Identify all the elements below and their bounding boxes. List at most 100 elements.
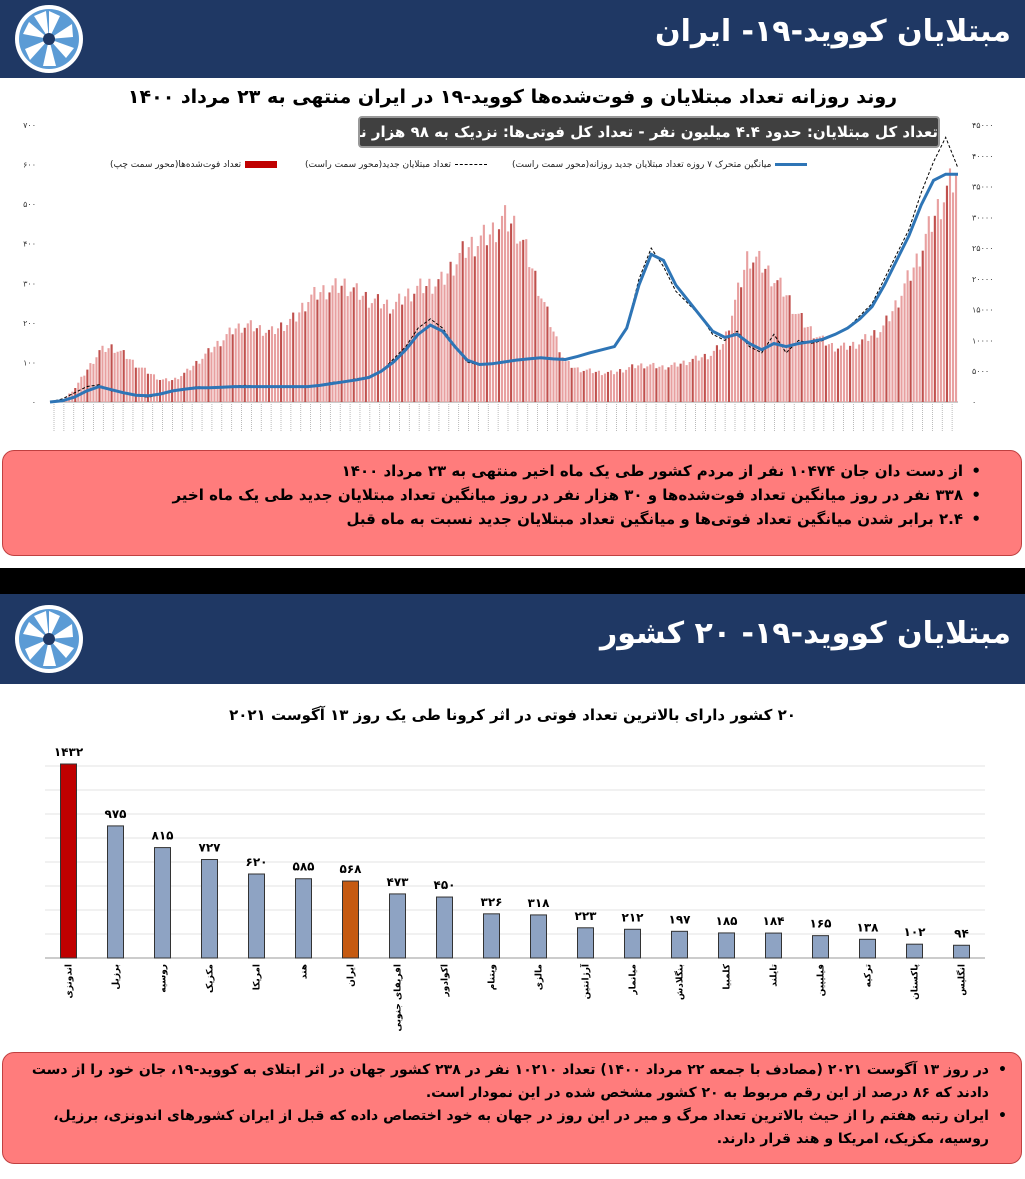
death-bar xyxy=(755,256,758,402)
death-bar xyxy=(864,334,867,402)
y-right-tick-label: ۴۰۰۰۰ xyxy=(972,152,993,161)
death-bar xyxy=(210,352,213,402)
death-bar xyxy=(531,268,534,402)
bar-value-label: ۶۲۰ xyxy=(246,855,268,869)
death-bar xyxy=(337,292,340,402)
page-title: مبتلایان کووید-۱۹- ۲۰ کشور xyxy=(599,616,1011,651)
death-bar xyxy=(731,315,734,402)
death-bar xyxy=(906,270,909,402)
death-bar xyxy=(204,353,207,402)
death-bar xyxy=(718,349,722,402)
death-bar xyxy=(280,322,283,402)
death-bar xyxy=(682,360,685,402)
death-bar xyxy=(207,348,210,402)
death-bar xyxy=(752,262,755,402)
bar-0 xyxy=(60,763,77,959)
bar-value-label: ۱۹۷ xyxy=(669,912,692,926)
death-bar xyxy=(909,280,912,402)
death-bar xyxy=(425,286,428,402)
category-label: افریقای جنوبی xyxy=(394,964,404,1031)
death-bar xyxy=(839,345,843,402)
bar-value-label: ۸۱۵ xyxy=(152,829,174,843)
bar-value-label: ۲۲۳ xyxy=(575,909,598,923)
death-bar xyxy=(885,315,888,402)
death-bar xyxy=(149,373,152,402)
death-bar xyxy=(594,371,597,402)
death-bar xyxy=(603,373,606,402)
death-bar xyxy=(855,348,858,402)
death-bar xyxy=(830,342,833,402)
summary-notes: در روز ۱۳ آگوست ۲۰۲۱ (مصادف با جمعه ۲۲ م… xyxy=(2,1052,1022,1164)
iran-daily-chart: ۰ ۱۰۰ ۲۰۰ ۳۰۰ ۴۰۰ ۵۰۰ ۶۰۰ ۷۰۰ ۰ ۵۰۰۰ ۱۰۰۰۰ ۱۵۰۰۰ ۲۰۰… xyxy=(23,121,993,432)
death-bar xyxy=(652,362,655,402)
y-right-tick-label: ۳۰۰۰۰ xyxy=(972,213,993,222)
death-bar xyxy=(131,359,134,402)
death-bar xyxy=(933,215,936,402)
death-bar xyxy=(449,261,452,402)
category-label: میانمار xyxy=(629,964,639,996)
death-bar xyxy=(252,331,255,402)
death-bar xyxy=(573,367,576,402)
bar-17 xyxy=(859,938,876,959)
death-bar xyxy=(597,370,600,402)
y-right-tick-label: ۲۵۰۰۰ xyxy=(972,244,993,253)
logo-icon xyxy=(15,605,83,673)
death-bar xyxy=(134,367,137,402)
y-left-tick-label: ۷۰۰ xyxy=(23,121,36,130)
slide-header: مبتلایان کووید-۱۹- ۲۰ کشور xyxy=(0,594,1025,684)
death-bar xyxy=(152,374,156,402)
death-bar xyxy=(939,219,942,402)
death-bar xyxy=(700,357,703,402)
countries-deaths-chart: ۱۴۳۲ اندونزی ۹۷۵ برزیل ۸۱۵ روسیه ۷۲۷ مکزیک ۶۲۰ ام… xyxy=(45,745,985,1031)
bar-5 xyxy=(295,878,312,959)
death-bar xyxy=(628,367,631,402)
death-bar xyxy=(815,337,818,402)
bar-value-label: ۵۶۸ xyxy=(340,862,363,876)
death-bar xyxy=(879,332,882,402)
death-bar xyxy=(570,367,573,402)
death-bar xyxy=(277,328,280,402)
death-bar xyxy=(658,366,661,402)
death-bar xyxy=(431,293,434,402)
y-left-tick-label: ۴۰۰ xyxy=(23,240,36,249)
slide-divider xyxy=(0,568,1025,594)
bar-7 xyxy=(389,893,406,959)
chart-title: روند روزانه تعداد مبتلایان و فوت‌شده‌ها … xyxy=(127,86,898,108)
death-bar xyxy=(470,236,473,402)
death-bar xyxy=(634,368,637,402)
death-bar xyxy=(74,388,77,402)
death-bar xyxy=(900,295,903,402)
death-bar xyxy=(485,245,488,402)
death-bar xyxy=(737,282,740,402)
bar-14 xyxy=(718,932,735,959)
category-label: بنگلادش xyxy=(674,964,686,1000)
death-bar xyxy=(516,243,519,402)
death-bar xyxy=(388,313,392,402)
death-bar xyxy=(398,293,401,402)
death-bar xyxy=(198,363,201,402)
death-bar xyxy=(140,367,143,402)
death-bar xyxy=(392,309,395,402)
chart-subtitle: تعداد کل مبتلایان: حدود ۴.۴ میلیون نفر -… xyxy=(358,116,940,148)
death-bar xyxy=(582,370,585,402)
death-bar xyxy=(667,367,670,402)
death-bar xyxy=(858,344,861,402)
death-bar xyxy=(821,335,824,402)
y-left-tick-label: ۰ xyxy=(32,398,36,407)
death-bar xyxy=(809,326,812,402)
death-bar xyxy=(161,379,165,402)
death-bar xyxy=(410,301,413,402)
death-bar xyxy=(836,348,840,402)
y-left-tick-label: ۵۰۰ xyxy=(23,200,36,209)
y-left-tick-label: ۳۰۰ xyxy=(23,279,36,288)
death-bar xyxy=(824,345,827,402)
death-bar xyxy=(655,368,658,402)
death-bar xyxy=(458,252,461,402)
death-bar xyxy=(246,323,249,402)
bar-16 xyxy=(812,935,829,959)
category-label: پاکستان xyxy=(911,964,921,1000)
death-bar xyxy=(143,367,146,402)
death-bar xyxy=(255,328,258,402)
death-bar xyxy=(691,358,694,402)
death-bar xyxy=(649,364,652,402)
